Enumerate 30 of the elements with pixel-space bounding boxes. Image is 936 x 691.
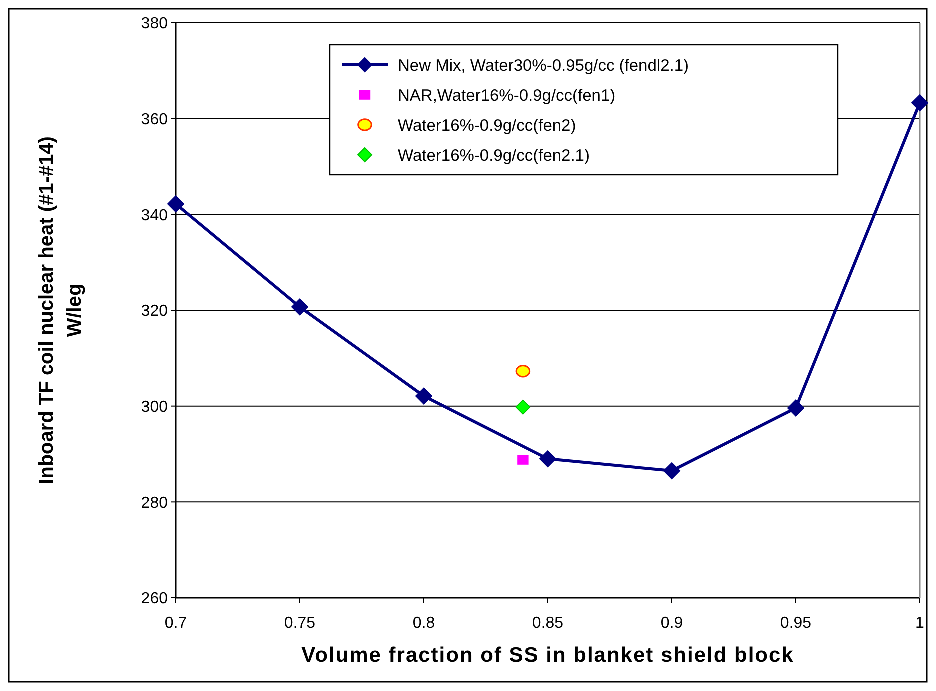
legend-label: Water16%-0.9g/cc(fen2) bbox=[398, 116, 576, 135]
y-tick-label: 360 bbox=[141, 111, 168, 128]
point bbox=[168, 196, 184, 213]
x-tick-label: 0.7 bbox=[164, 615, 188, 632]
point bbox=[416, 388, 432, 405]
y-tick-label: 320 bbox=[141, 303, 168, 320]
x-tick-label: 0.75 bbox=[284, 615, 316, 632]
point bbox=[664, 462, 680, 480]
y-tick-label: 280 bbox=[141, 494, 168, 512]
x-tick-label: 0.9 bbox=[660, 615, 684, 632]
point bbox=[912, 94, 928, 112]
point bbox=[292, 298, 308, 316]
point bbox=[516, 365, 531, 378]
legend-label: Water16%-0.9g/cc(fen2.1) bbox=[398, 146, 590, 165]
point bbox=[518, 455, 529, 465]
y-axis-title: Inboard TF coil nuclear heat (#1-#14) W/leg bbox=[36, 136, 86, 484]
x-axis-title: Volume fraction of SS in blanket shield block bbox=[302, 644, 794, 667]
y-tick-label: 260 bbox=[141, 590, 168, 608]
point bbox=[540, 450, 556, 468]
y-tick-label: 300 bbox=[141, 398, 168, 416]
legend-label: NAR,Water16%-0.9g/cc(fen1) bbox=[398, 86, 616, 105]
x-tick-label: 0.8 bbox=[412, 615, 436, 632]
point bbox=[516, 400, 531, 415]
x-tick-label: 1 bbox=[916, 615, 925, 632]
x-tick-label: 0.85 bbox=[532, 615, 564, 632]
x-tick-label: 0.95 bbox=[780, 615, 812, 632]
legend-label: New Mix, Water30%-0.95g/cc (fendl2.1) bbox=[398, 56, 689, 75]
y-tick-label: 380 bbox=[141, 16, 168, 33]
point bbox=[788, 400, 804, 417]
y-tick-label: 340 bbox=[141, 207, 168, 224]
